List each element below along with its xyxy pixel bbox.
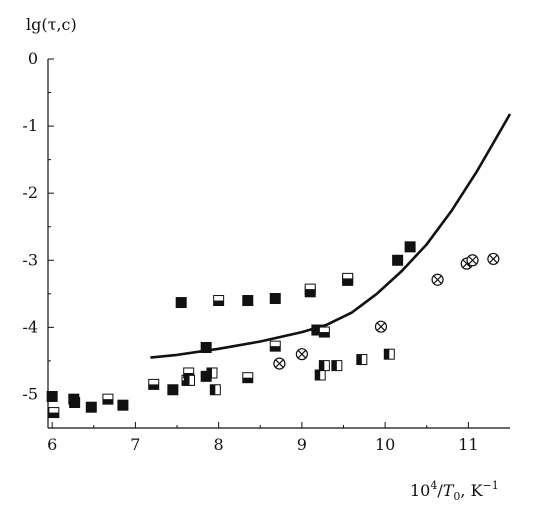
point-half-square-bottom	[102, 393, 114, 405]
data-points	[46, 241, 500, 419]
point-filled-square	[46, 390, 58, 402]
point-filled-square	[117, 399, 129, 411]
x-title-var: T	[443, 481, 455, 500]
point-half-square-bottom	[48, 407, 60, 419]
x-tick-label: 7	[130, 435, 140, 454]
x-tick-label: 6	[47, 435, 57, 454]
point-half-square-bottom	[242, 372, 254, 384]
y-tick-label: -2	[22, 183, 38, 202]
point-half-square-left	[206, 367, 218, 379]
fitted-curve	[150, 113, 512, 359]
point-circle-cross	[487, 252, 500, 266]
x-title-unit: , K	[460, 481, 483, 500]
axes	[47, 59, 510, 429]
point-half-square-bottom	[318, 326, 330, 338]
point-half-square-left	[318, 360, 330, 372]
y-tick-label: -5	[22, 384, 38, 403]
point-circle-cross	[466, 254, 479, 267]
point-half-square-bottom	[304, 283, 316, 295]
x-tick-label: 8	[214, 435, 224, 454]
point-filled-square	[167, 384, 179, 396]
y-tick-label: -3	[22, 250, 38, 269]
x-title-exp: 4	[430, 479, 437, 492]
point-half-square-bottom	[148, 378, 160, 390]
point-half-square-left	[314, 369, 326, 381]
x-title-sub: 0	[453, 490, 460, 503]
point-half-square-bottom	[213, 295, 225, 307]
point-half-square-left	[356, 354, 368, 366]
point-half-square-left	[331, 360, 343, 372]
point-circle-cross	[295, 348, 308, 361]
x-tick-label: 11	[458, 435, 478, 454]
curve-line	[150, 113, 512, 359]
x-title-slash: /	[437, 481, 443, 500]
x-title-unit-exp: −1	[483, 479, 499, 492]
point-filled-square	[392, 254, 404, 266]
point-filled-square	[404, 241, 416, 253]
point-circle-cross	[273, 357, 286, 370]
x-tick-label: 10	[375, 435, 395, 454]
point-filled-square	[242, 295, 254, 307]
point-half-square-left	[209, 384, 221, 396]
point-circle-cross	[460, 257, 473, 270]
y-tick-label: -1	[22, 116, 38, 135]
point-half-square-bottom	[342, 272, 354, 284]
x-axis-title: 104/T0, K−1	[410, 479, 499, 503]
ticks: 6 7 8 9 10 11 0 -1 -2 -3 -4 -5	[22, 49, 478, 454]
point-half-square-left	[184, 374, 196, 386]
y-axis-title: lg(τ,c)	[26, 15, 77, 34]
point-filled-square	[175, 297, 187, 309]
x-tick-label: 9	[297, 435, 307, 454]
point-filled-square	[68, 393, 80, 405]
x-title-base: 10	[410, 481, 430, 500]
point-half-square-bottom	[269, 340, 281, 352]
point-half-square-left	[383, 348, 395, 360]
point-filled-square	[269, 293, 281, 305]
y-tick-label: 0	[28, 49, 38, 68]
point-filled-square	[85, 401, 97, 413]
y-tick-label: -4	[22, 317, 38, 336]
point-circle-cross	[431, 273, 444, 286]
point-filled-square	[200, 341, 212, 353]
point-circle-cross	[374, 320, 388, 333]
